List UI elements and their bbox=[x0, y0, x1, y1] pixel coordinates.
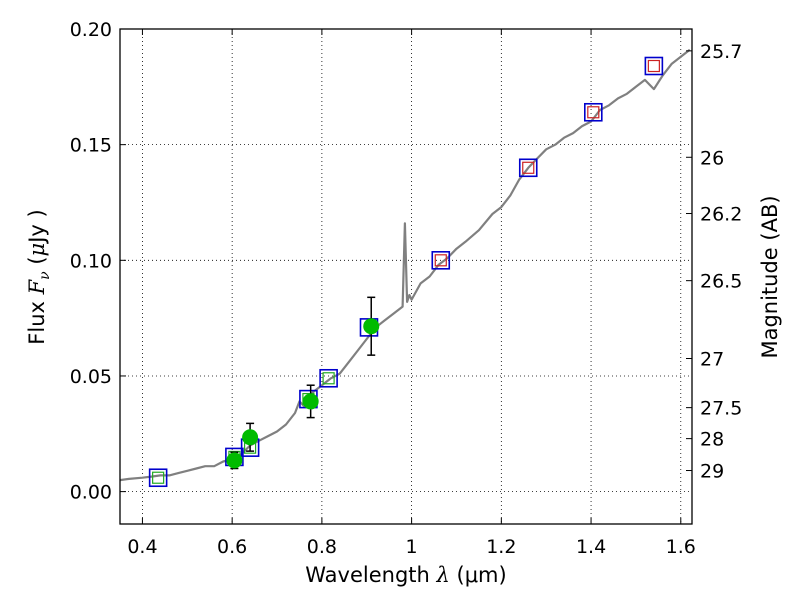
right-tick-label: 25.7 bbox=[700, 41, 742, 63]
right-tick-label: 28 bbox=[700, 429, 724, 451]
inner-square-marker bbox=[587, 106, 600, 119]
right-tick-label: 29 bbox=[700, 461, 724, 483]
model-square-marker bbox=[148, 468, 168, 488]
y-axis-title: Flux Fν (μJy ) bbox=[25, 209, 53, 344]
x-tick-label: 1.6 bbox=[666, 536, 696, 558]
observed-point bbox=[242, 429, 259, 446]
y-axis-title-mu: μ bbox=[25, 243, 49, 257]
y-tick-label: 0.10 bbox=[70, 250, 112, 272]
inner-square-marker bbox=[152, 471, 165, 484]
right-tick-label: 27 bbox=[700, 349, 724, 371]
y-axis-title-mid: ( bbox=[25, 256, 49, 271]
x-axis-title-post: (μm) bbox=[450, 563, 507, 587]
x-tick-label: 0.8 bbox=[307, 536, 337, 558]
spectrum-series bbox=[119, 48, 691, 482]
x-tick-label: 1.4 bbox=[576, 536, 606, 558]
observed-point bbox=[302, 393, 319, 410]
y-tick-label: 0.20 bbox=[70, 19, 112, 41]
inner-square-marker bbox=[434, 254, 447, 267]
x-axis-title-pre: Wavelength bbox=[305, 563, 436, 587]
right-tick-label: 26.5 bbox=[700, 271, 742, 293]
y-axis-title-subscript: ν bbox=[37, 271, 53, 280]
observed-point bbox=[226, 452, 243, 469]
model-square-marker bbox=[584, 102, 603, 122]
model-square-marker bbox=[431, 251, 451, 270]
inner-square-marker bbox=[522, 161, 535, 174]
inner-square-marker bbox=[647, 59, 660, 73]
spectrum-line bbox=[119, 48, 691, 482]
x-tick-label: 0.4 bbox=[127, 536, 157, 558]
right-axis-title: Magnitude (AB) bbox=[758, 195, 782, 358]
right-tick-label: 26.2 bbox=[700, 204, 742, 226]
y-axis-title-post: Jy ) bbox=[25, 209, 49, 245]
x-axis-title: Wavelength λ (μm) bbox=[305, 563, 506, 587]
x-tick-label: 1 bbox=[406, 536, 418, 558]
x-tick-label: 0.6 bbox=[217, 536, 247, 558]
right-tick-label: 26 bbox=[700, 147, 724, 169]
inner-square-marker bbox=[322, 372, 335, 385]
y-tick-label: 0.05 bbox=[70, 366, 112, 388]
x-tick-label: 1.2 bbox=[486, 536, 516, 558]
observed-point bbox=[363, 318, 380, 335]
y-tick-label: 0.00 bbox=[70, 482, 112, 504]
right-tick-label: 27.5 bbox=[700, 398, 742, 420]
y-axis-title-symbol: F bbox=[25, 278, 49, 295]
model-square-marker bbox=[518, 158, 538, 178]
plot-frame bbox=[119, 28, 693, 525]
y-tick-label: 0.15 bbox=[70, 135, 112, 157]
axis-ticks: 0.4 0.6 0.8 1 1.2 1.4 1.6 0.00 0.05 0.10 0.15 0.20 2… bbox=[70, 19, 743, 558]
observed-flux-series bbox=[226, 296, 380, 470]
y-axis-title-pre: Flux bbox=[25, 294, 49, 344]
x-axis-title-symbol: λ bbox=[436, 563, 450, 587]
model-square-marker bbox=[319, 368, 338, 388]
model-square-marker bbox=[644, 56, 664, 76]
